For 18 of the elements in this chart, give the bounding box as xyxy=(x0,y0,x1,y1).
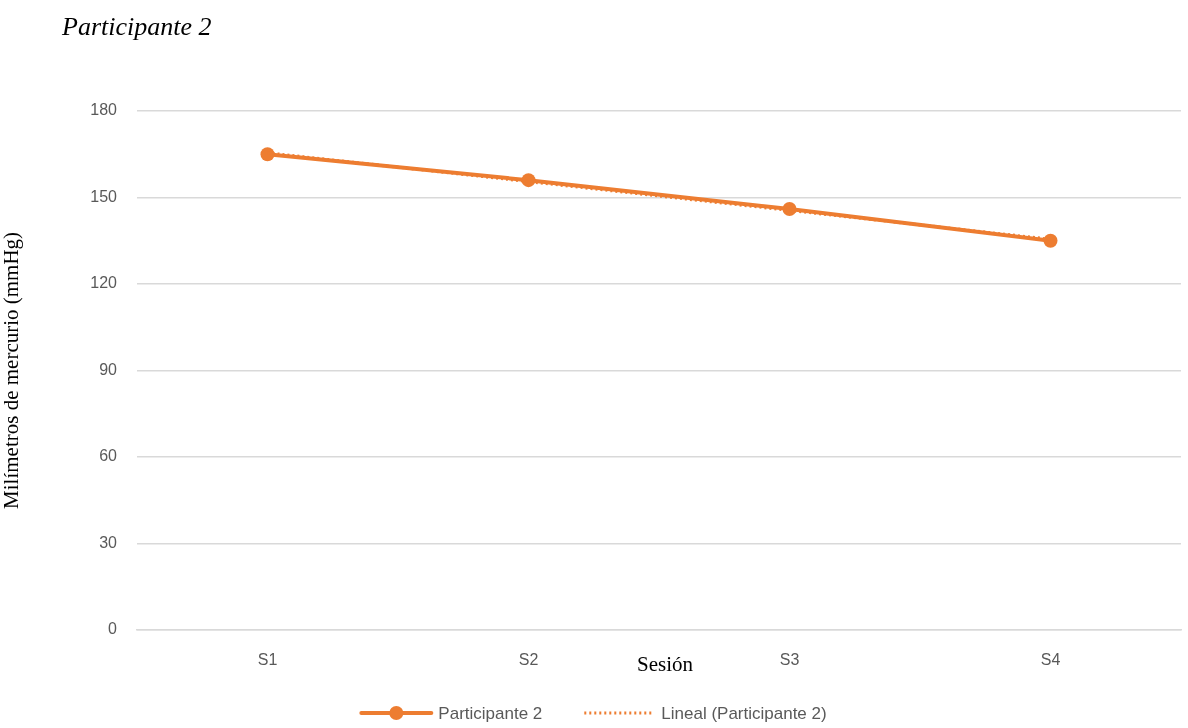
y-tick-label: 30 xyxy=(99,533,118,551)
x-tick-label: S2 xyxy=(518,650,539,668)
legend-label: Lineal (Participante 2) xyxy=(661,703,827,723)
y-axis-title: Milímetros de mercurio (mmHg) xyxy=(0,231,24,509)
x-axis-title: Sesión xyxy=(636,651,694,676)
chart-title: Participante 2 xyxy=(61,12,212,41)
y-tick-label: 60 xyxy=(99,447,118,465)
x-tick-label: S1 xyxy=(257,650,278,668)
y-tick-label: 180 xyxy=(90,101,118,119)
legend-label: Participante 2 xyxy=(438,703,543,723)
x-tick-label: S3 xyxy=(779,650,800,668)
y-tick-label: 90 xyxy=(99,360,118,378)
point xyxy=(260,147,275,162)
y-tick-label: 150 xyxy=(90,187,118,205)
point xyxy=(1043,233,1058,248)
y-tick-label: 120 xyxy=(90,274,118,292)
x-tick-label: S4 xyxy=(1040,650,1061,668)
y-tick-label: 0 xyxy=(108,620,118,638)
